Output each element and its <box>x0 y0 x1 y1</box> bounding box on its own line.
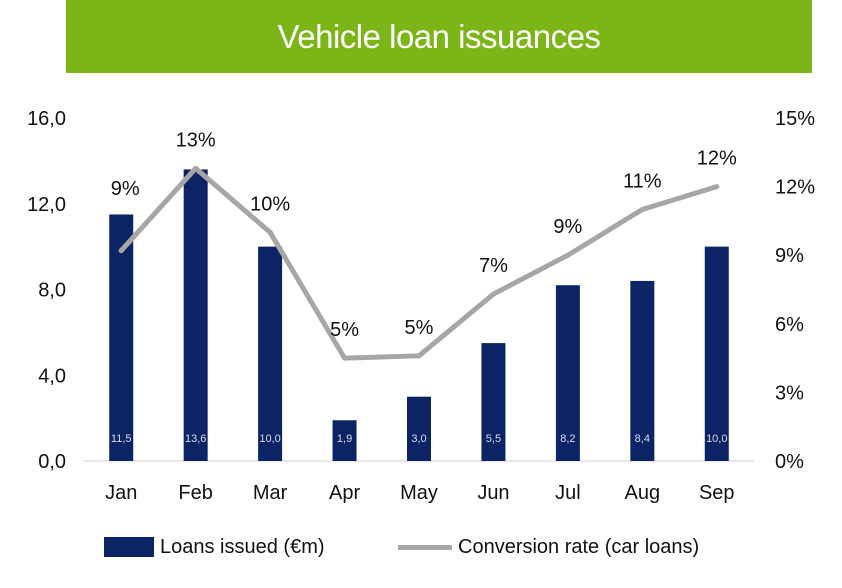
bar <box>704 246 729 461</box>
y-left-tick-label: 4,0 <box>38 365 66 387</box>
line-data-label: 12% <box>697 148 737 170</box>
chart-title: Vehicle loan issuances <box>277 17 601 55</box>
x-tick-label: Jan <box>105 482 137 504</box>
x-tick-label: Jul <box>555 482 581 504</box>
legend-item-conversion: Conversion rate (car loans) <box>398 530 699 564</box>
y-left-tick-label: 16,0 <box>27 108 66 130</box>
bar-data-label: 10,0 <box>706 433 727 445</box>
bar-data-label: 3,0 <box>411 433 426 445</box>
line-point <box>193 165 199 171</box>
bar <box>258 246 283 461</box>
bar <box>332 420 357 461</box>
legend-swatch-line <box>398 544 452 550</box>
y-right-tick-label: 0% <box>775 451 804 473</box>
bar-data-label: 1,9 <box>337 433 352 445</box>
x-tick-label: Sep <box>699 482 735 504</box>
line-point <box>639 206 645 212</box>
line-data-label: 9% <box>553 216 582 238</box>
bar <box>109 214 134 461</box>
line-point <box>565 252 571 258</box>
x-tick-label: Apr <box>329 482 360 504</box>
bar-data-label: 11,5 <box>111 433 132 445</box>
bar-data-label: 10,0 <box>259 433 280 445</box>
y-right-tick-label: 3% <box>775 382 804 404</box>
x-tick-label: May <box>400 482 438 504</box>
line-point <box>118 248 124 254</box>
line-data-label: 11% <box>623 170 662 192</box>
bar <box>555 285 580 461</box>
y-right-tick-label: 6% <box>775 314 804 336</box>
bar-data-label: 13,6 <box>185 433 206 445</box>
line-data-label: 13% <box>176 129 216 151</box>
bar-data-label: 5,5 <box>486 433 501 445</box>
y-right-tick-label: 9% <box>775 245 804 267</box>
bar <box>481 343 506 461</box>
line-data-label: 5% <box>405 317 434 339</box>
y-left-tick-label: 0,0 <box>38 451 66 473</box>
line-point <box>490 291 496 297</box>
legend-swatch-bar <box>104 537 154 557</box>
y-left-tick-label: 12,0 <box>27 194 66 216</box>
line-point <box>267 229 273 235</box>
line-point <box>714 184 720 190</box>
x-tick-label: Aug <box>625 482 661 504</box>
chart-title-banner: Vehicle loan issuances <box>66 0 812 73</box>
y-right-tick-label: 15% <box>775 108 815 130</box>
legend-label-loans: Loans issued (€m) <box>160 535 325 558</box>
line-point <box>342 355 348 361</box>
bar-data-label: 8,4 <box>635 433 650 445</box>
x-tick-label: Mar <box>253 482 288 504</box>
bar <box>183 169 208 461</box>
bar-data-label: 8,2 <box>560 433 575 445</box>
chart-area: 0,0 4,0 8,0 12,0 16,0 0% 3% 6% 9% 12% 15% 11,5 13,6 1… <box>27 108 815 504</box>
bar <box>630 280 655 461</box>
y-left-tick-label: 8,0 <box>38 280 66 302</box>
line-point <box>416 353 422 359</box>
bar <box>407 396 431 461</box>
x-tick-label: Feb <box>178 482 212 504</box>
legend-label-conversion: Conversion rate (car loans) <box>458 535 700 558</box>
legend: Loans issued (€m) Conversion rate (car l… <box>0 530 842 564</box>
legend-item-loans: Loans issued (€m) <box>104 530 325 564</box>
line-data-label: 7% <box>479 255 508 277</box>
x-tick-label: Jun <box>477 482 509 504</box>
line-data-label: 10% <box>250 193 290 215</box>
y-right-tick-label: 12% <box>775 177 815 199</box>
line-data-label: 9% <box>111 178 140 200</box>
line-data-label: 5% <box>330 319 359 341</box>
